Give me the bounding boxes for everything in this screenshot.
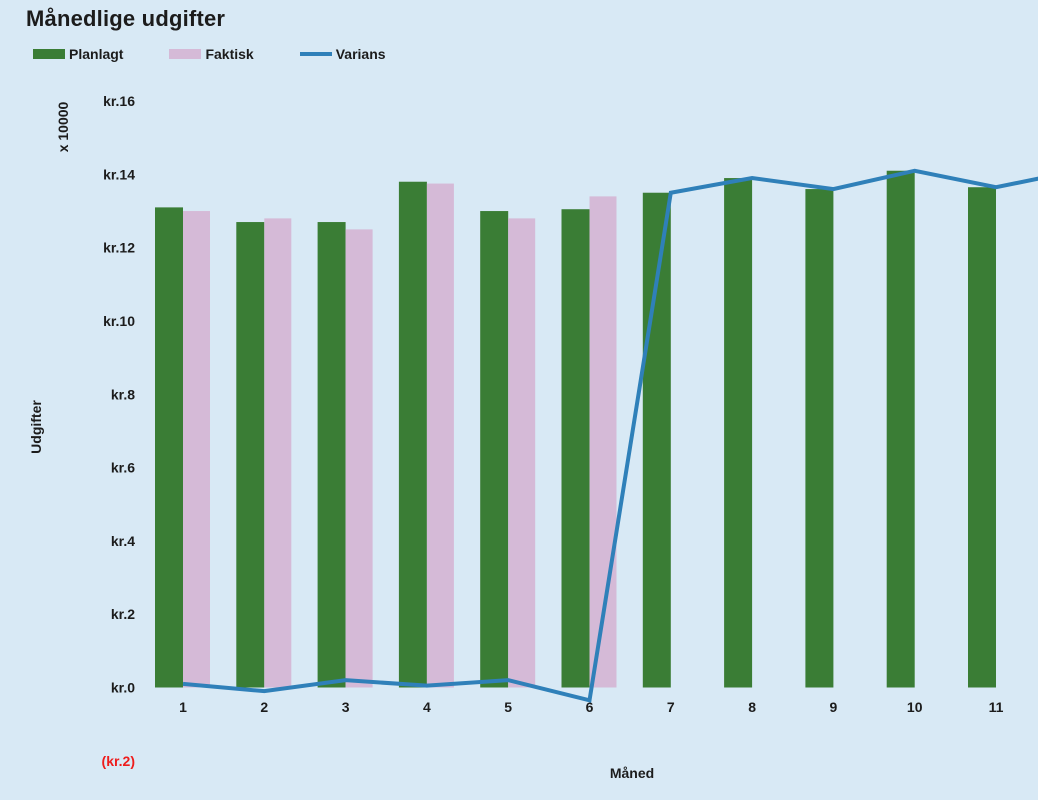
y-tick-label: kr.6 bbox=[111, 460, 135, 476]
faktisk-bar[interactable] bbox=[426, 183, 454, 688]
planlagt-bar[interactable] bbox=[886, 170, 915, 688]
y-tick-label: kr.0 bbox=[111, 680, 135, 696]
x-tick-label: 1 bbox=[179, 699, 187, 715]
x-tick-label: 9 bbox=[830, 699, 838, 715]
planlagt-bar[interactable] bbox=[155, 207, 183, 688]
x-tick-label: 2 bbox=[260, 699, 268, 715]
y-tick-label: kr.8 bbox=[111, 386, 135, 402]
planlagt-bar[interactable] bbox=[398, 181, 427, 688]
y-tick-label: kr.16 bbox=[103, 93, 135, 109]
y-tick-label: kr.12 bbox=[103, 240, 135, 256]
y-tick-label: kr.10 bbox=[103, 313, 135, 329]
planlagt-bar[interactable] bbox=[236, 222, 265, 688]
y-tick-label: kr.4 bbox=[111, 533, 135, 549]
x-tick-label: 10 bbox=[907, 699, 923, 715]
x-tick-label: 3 bbox=[342, 699, 350, 715]
legend-label-planlagt: Planlagt bbox=[69, 46, 124, 62]
planlagt-bar[interactable] bbox=[724, 178, 753, 688]
x-tick-label: 7 bbox=[667, 699, 675, 715]
x-tick-label: 6 bbox=[586, 699, 594, 715]
y-tick-label: (kr.2) bbox=[102, 753, 135, 769]
chart-title: Månedlige udgifter bbox=[26, 6, 226, 31]
faktisk-bar[interactable] bbox=[264, 218, 292, 688]
planlagt-swatch-icon bbox=[33, 49, 65, 59]
varians-line[interactable] bbox=[182, 168, 1038, 703]
legend: Planlagt Faktisk Varians bbox=[33, 44, 386, 64]
planlagt-bar[interactable] bbox=[642, 192, 671, 688]
x-tick-label: 4 bbox=[423, 699, 431, 715]
legend-label-faktisk: Faktisk bbox=[205, 46, 254, 62]
y-tick-label: kr.2 bbox=[111, 606, 135, 622]
planlagt-bar[interactable] bbox=[561, 209, 590, 688]
planlagt-bar[interactable] bbox=[968, 187, 996, 688]
faktisk-bar[interactable] bbox=[345, 229, 373, 688]
x-axis-title: Måned bbox=[609, 765, 655, 781]
faktisk-bar[interactable] bbox=[508, 218, 536, 688]
faktisk-swatch-icon bbox=[169, 49, 202, 59]
x-tick-label: 11 bbox=[989, 699, 1004, 715]
x-tick-label: 8 bbox=[748, 699, 756, 715]
y-axis-title: Udgifter bbox=[28, 400, 44, 454]
faktisk-bar[interactable] bbox=[183, 211, 210, 688]
y-axis-multiplier: x 10000 bbox=[55, 101, 71, 153]
x-tick-label: 5 bbox=[504, 699, 512, 715]
legend-label-varians: Varians bbox=[335, 46, 386, 62]
legend-item-varians[interactable]: Varians bbox=[299, 46, 386, 62]
y-tick-label: kr.14 bbox=[103, 166, 135, 182]
legend-item-faktisk[interactable]: Faktisk bbox=[169, 46, 254, 62]
planlagt-bar[interactable] bbox=[317, 222, 346, 688]
planlagt-bar[interactable] bbox=[480, 211, 509, 688]
varians-swatch-icon bbox=[299, 52, 332, 56]
planlagt-bar[interactable] bbox=[805, 189, 834, 688]
legend-item-planlagt[interactable]: Planlagt bbox=[33, 46, 123, 62]
